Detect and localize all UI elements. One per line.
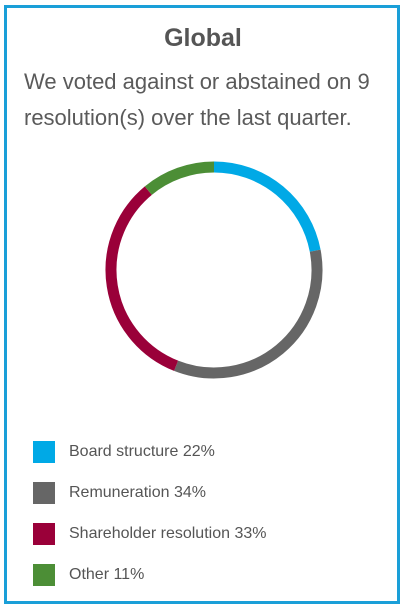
legend-label-remuneration: Remuneration 34%	[69, 484, 206, 501]
chart-subtitle: We voted against or abstained on 9 resol…	[24, 69, 370, 130]
donut-slice-board-structure	[213, 161, 321, 252]
legend: Board structure 22% Remuneration 34% Sha…	[33, 441, 373, 605]
donut-slice-shareholder-resolution	[105, 186, 179, 371]
legend-swatch-other	[33, 564, 55, 586]
legend-item-other: Other 11%	[33, 564, 373, 586]
legend-swatch-board-structure	[33, 441, 55, 463]
legend-swatch-shareholder-resolution	[33, 523, 55, 545]
legend-item-shareholder-resolution: Shareholder resolution 33%	[33, 523, 373, 545]
donut-slice-other	[144, 161, 215, 195]
chart-title: Global	[164, 24, 242, 52]
legend-label-shareholder-resolution: Shareholder resolution 33%	[69, 525, 267, 542]
donut-slice-remuneration	[174, 249, 323, 379]
legend-swatch-remuneration	[33, 482, 55, 504]
legend-item-remuneration: Remuneration 34%	[33, 482, 373, 504]
legend-label-other: Other 11%	[69, 566, 145, 583]
legend-label-board-structure: Board structure 22%	[69, 443, 215, 460]
chart-card	[4, 5, 400, 604]
legend-item-board-structure: Board structure 22%	[33, 441, 373, 463]
